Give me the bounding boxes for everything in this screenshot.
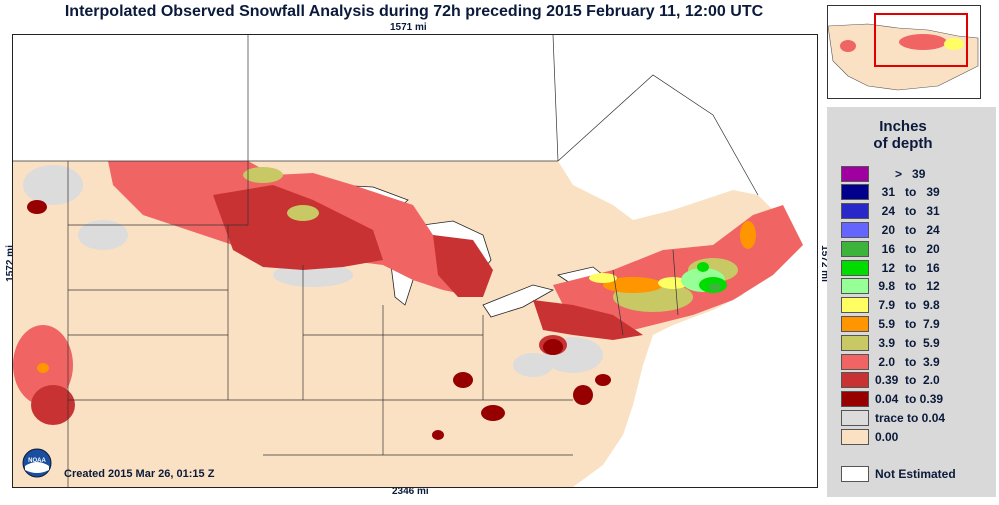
legend-swatch — [841, 278, 869, 295]
legend-label: 2.0 to 3.9 — [875, 354, 940, 369]
legend-row: > 39 — [841, 164, 925, 183]
legend-label: 20 to 24 — [875, 222, 940, 237]
legend-label: 12 to 16 — [875, 260, 940, 275]
legend-label: > 39 — [875, 166, 926, 181]
legend-label: 0.04 to 0.39 — [875, 392, 944, 407]
legend-swatch — [841, 240, 869, 257]
legend-title-line1: Inches — [879, 118, 927, 135]
legend-row: 0.04 to 0.39 — [841, 390, 943, 409]
map-svg — [13, 35, 817, 487]
legend-row: 12 to 16 — [841, 258, 940, 277]
us-land — [13, 161, 793, 487]
legend-row: 2.0 to 3.9 — [841, 352, 940, 371]
legend-swatch — [841, 297, 869, 314]
legend-label: 24 to 31 — [875, 204, 940, 219]
legend-row: 31 to 39 — [841, 183, 940, 202]
legend-row: 3.9 to 5.9 — [841, 333, 940, 352]
legend-row: 0.00 — [841, 427, 898, 446]
legend-title-line2: of depth — [873, 135, 933, 152]
legend-swatch — [841, 391, 869, 408]
legend-swatch — [841, 428, 869, 445]
legend-not-estimated: Not Estimated — [841, 466, 956, 482]
created-timestamp: Created 2015 Mar 26, 01:15 Z — [64, 468, 215, 480]
snow-16-20 — [709, 283, 721, 291]
legend-swatch — [841, 315, 869, 332]
legend-label: 0.00 — [875, 429, 899, 444]
legend-swatch-not-estimated — [841, 466, 869, 482]
legend-swatch — [841, 372, 869, 389]
legend-panel: Inches of depth > 39 31 to 39 24 to 31 2… — [827, 107, 996, 497]
inset-map[interactable] — [827, 5, 981, 99]
distance-top-label: 1571 mi — [390, 22, 427, 33]
legend-row: 20 to 24 — [841, 220, 940, 239]
legend-title: Inches of depth — [827, 118, 979, 152]
legend-label: 0.39 to 2.0 — [875, 373, 940, 388]
snow-7.9-9.8 — [589, 273, 688, 289]
legend-row: 7.9 to 9.8 — [841, 296, 940, 315]
legend-swatch — [841, 221, 869, 238]
boundaries — [13, 35, 759, 487]
lake-erie — [482, 284, 555, 318]
legend-swatch — [841, 165, 869, 182]
map-title: Interpolated Observed Snowfall Analysis … — [64, 3, 764, 20]
legend-swatch — [841, 409, 869, 426]
legend-label: 7.9 to 9.8 — [875, 298, 940, 313]
noaa-logo: NOAA — [22, 448, 52, 478]
inset-extent-box — [874, 13, 968, 67]
legend-label: 9.8 to 12 — [875, 279, 940, 294]
legend-swatch — [841, 184, 869, 201]
legend-row: 24 to 31 — [841, 202, 940, 221]
legend-label: 5.9 to 7.9 — [875, 316, 940, 331]
legend-label: 3.9 to 5.9 — [875, 335, 940, 350]
legend-label: 16 to 20 — [875, 241, 940, 256]
legend-label: 31 to 39 — [875, 185, 940, 200]
distance-bottom-label: 2346 mi — [392, 486, 429, 497]
legend-swatch — [841, 353, 869, 370]
legend-row: 16 to 20 — [841, 239, 940, 258]
snowfall-map[interactable] — [12, 34, 818, 488]
legend-row: trace to 0.04 — [841, 408, 945, 427]
legend-label: trace to 0.04 — [875, 410, 946, 425]
noaa-logo-text: NOAA — [28, 458, 46, 464]
legend-row: 9.8 to 12 — [841, 277, 940, 296]
legend-swatch — [841, 259, 869, 276]
legend-swatch — [841, 334, 869, 351]
snow-0.04-0.39 — [27, 200, 611, 440]
legend-row: 5.9 to 7.9 — [841, 314, 940, 333]
legend-not-estimated-label: Not Estimated — [875, 467, 956, 481]
legend-swatch — [841, 203, 869, 220]
legend-row: 0.39 to 2.0 — [841, 371, 940, 390]
snow-5.9-7.9 — [37, 221, 756, 373]
inset-svg — [828, 13, 979, 91]
